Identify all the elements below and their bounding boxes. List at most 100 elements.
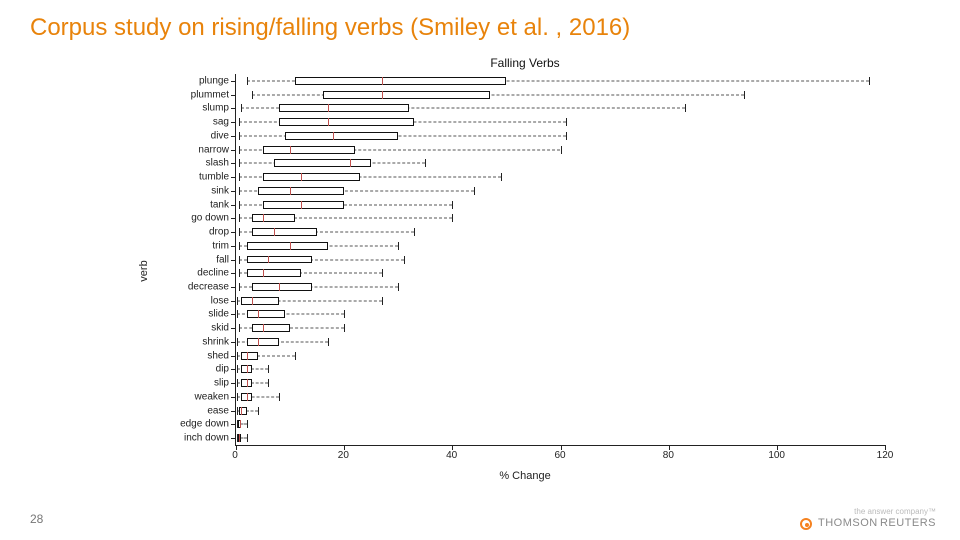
y-tick-label: go down xyxy=(191,213,229,224)
logo-brand: THOMSON REUTERS xyxy=(800,517,936,530)
whisker-cap xyxy=(425,159,426,167)
whisker-cap xyxy=(247,77,248,85)
whisker-cap xyxy=(252,91,253,99)
whisker-cap xyxy=(241,104,242,112)
median-line xyxy=(328,118,329,126)
y-tick-label: drop xyxy=(209,227,229,238)
median-line xyxy=(247,393,248,401)
median-line xyxy=(268,256,269,264)
y-tick-label: dive xyxy=(211,130,229,141)
box xyxy=(247,310,285,318)
x-axis-label: % Change xyxy=(150,470,900,482)
boxplot-chart: Falling Verbs verb plungeplummetslumpsag… xyxy=(150,56,900,486)
box xyxy=(323,91,491,99)
logo-brand2: REUTERS xyxy=(880,517,936,529)
y-tick-label: slump xyxy=(202,103,229,114)
whisker-cap xyxy=(279,393,280,401)
median-line xyxy=(279,283,280,291)
median-line xyxy=(252,297,253,305)
y-tick-label: weaken xyxy=(195,391,229,402)
median-line xyxy=(382,91,383,99)
y-tick-label: trim xyxy=(212,240,229,251)
x-tick-label: 40 xyxy=(446,450,457,461)
median-line xyxy=(240,420,241,428)
median-line xyxy=(290,187,291,195)
box xyxy=(247,242,328,250)
median-line xyxy=(350,159,351,167)
whisker-cap xyxy=(239,201,240,209)
whisker-cap xyxy=(414,228,415,236)
y-tick-label: fall xyxy=(216,254,229,265)
box xyxy=(252,283,311,291)
y-tick-label: skid xyxy=(211,323,229,334)
whisker-cap xyxy=(566,132,567,140)
whisker-cap xyxy=(382,269,383,277)
whisker-cap xyxy=(239,173,240,181)
whisker-cap xyxy=(239,118,240,126)
box xyxy=(252,214,295,222)
whisker-cap xyxy=(239,187,240,195)
whisker-cap xyxy=(237,338,238,346)
y-tick-label: plummet xyxy=(191,89,229,100)
y-tick-label: tank xyxy=(210,199,229,210)
y-tick-label: sink xyxy=(211,185,229,196)
whisker-cap xyxy=(398,242,399,250)
x-tick-label: 20 xyxy=(338,450,349,461)
median-line xyxy=(263,324,264,332)
median-line xyxy=(239,434,240,442)
whisker-cap xyxy=(239,256,240,264)
median-line xyxy=(263,269,264,277)
chart-title: Falling Verbs xyxy=(150,56,900,70)
whisker-cap xyxy=(561,146,562,154)
x-tick-label: 100 xyxy=(768,450,785,461)
whisker-cap xyxy=(237,379,238,387)
whisker-cap xyxy=(398,283,399,291)
box xyxy=(263,173,360,181)
box xyxy=(274,159,371,167)
whisker-cap xyxy=(344,324,345,332)
median-line xyxy=(301,201,302,209)
box xyxy=(247,338,279,346)
whisker-cap xyxy=(328,338,329,346)
median-line xyxy=(247,352,248,360)
whisker-cap xyxy=(237,310,238,318)
whisker-cap xyxy=(237,352,238,360)
page-number: 28 xyxy=(30,512,43,526)
slide-title: Corpus study on rising/falling verbs (Sm… xyxy=(30,14,630,42)
box xyxy=(239,407,247,415)
whisker-cap xyxy=(474,187,475,195)
whisker-cap xyxy=(237,393,238,401)
whisker-cap xyxy=(268,379,269,387)
whisker-cap xyxy=(239,283,240,291)
box xyxy=(241,352,257,360)
box xyxy=(263,201,344,209)
y-tick-label: lose xyxy=(211,295,229,306)
median-line xyxy=(241,407,242,415)
whisker-cap xyxy=(344,310,345,318)
whisker-cap xyxy=(239,146,240,154)
median-line xyxy=(328,104,329,112)
whisker-cap xyxy=(239,269,240,277)
whisker-cap xyxy=(239,228,240,236)
y-tick-label: narrow xyxy=(198,144,229,155)
whisker-cap xyxy=(382,297,383,305)
whisker-cap xyxy=(247,420,248,428)
y-tick-label: decline xyxy=(197,268,229,279)
y-tick-label: tumble xyxy=(199,172,229,183)
box xyxy=(247,269,301,277)
median-line xyxy=(247,379,248,387)
whisker-cap xyxy=(869,77,870,85)
median-line xyxy=(258,338,259,346)
y-tick-label: slip xyxy=(214,378,229,389)
whisker-cap xyxy=(295,352,296,360)
median-line xyxy=(290,242,291,250)
logo-brand1: THOMSON xyxy=(818,517,878,529)
y-tick-label: slide xyxy=(208,309,229,320)
box xyxy=(279,104,409,112)
box xyxy=(252,324,290,332)
logo-tagline: the answer company™ xyxy=(800,508,936,517)
whisker-cap xyxy=(239,214,240,222)
box xyxy=(295,77,506,85)
whisker-cap xyxy=(744,91,745,99)
y-tick-labels: plungeplummetslumpsagdivenarrowslashtumb… xyxy=(150,74,233,446)
